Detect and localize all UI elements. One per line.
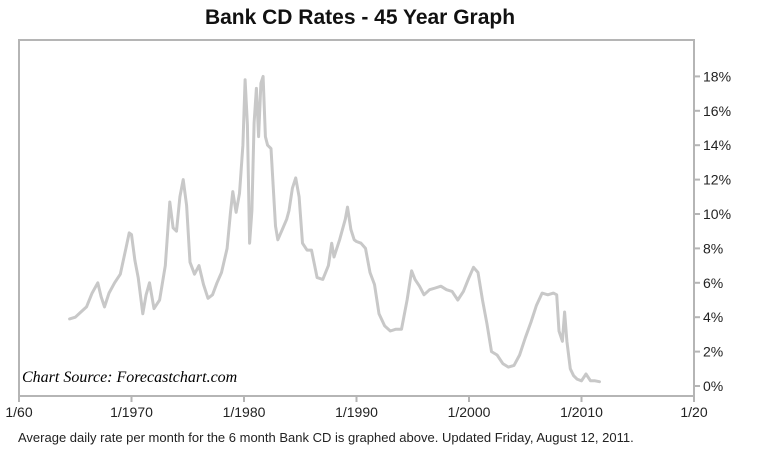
chart-source-note: Chart Source: Forecastchart.com: [22, 369, 237, 386]
y-tick-label: 10%: [703, 206, 731, 222]
x-tick-label: 1/1980: [223, 404, 266, 420]
plot-frame: [18, 39, 695, 397]
y-tick-label: 8%: [703, 240, 723, 256]
x-tick-label: 1/2000: [448, 404, 491, 420]
y-tick-label: 12%: [703, 172, 731, 188]
y-tick-label: 2%: [703, 344, 723, 360]
y-tick-label: 14%: [703, 137, 731, 153]
y-tick-label: 0%: [703, 378, 723, 394]
y-tick-label: 4%: [703, 309, 723, 325]
x-tick-label: 1/1970: [110, 404, 153, 420]
chart-caption: Average daily rate per month for the 6 m…: [18, 430, 634, 445]
y-tick-label: 16%: [703, 103, 731, 119]
x-axis: 1/60 1/1970 1/1980 1/1990 1/2000 1/2010 1/20: [5, 396, 708, 420]
x-tick-label: 1/60: [5, 404, 32, 420]
y-tick-label: 6%: [703, 275, 723, 291]
x-tick-label: 1/2010: [560, 404, 603, 420]
y-axis: 0% 2% 4% 6% 8% 10% 12% 14% 16% 18%: [694, 68, 731, 394]
y-tick-label: 18%: [703, 68, 731, 84]
chart-title: Bank CD Rates - 45 Year Graph: [204, 6, 516, 29]
x-tick-label: 1/1990: [335, 404, 378, 420]
cd-rate-line: [68, 74, 601, 384]
x-tick-label: 1/20: [680, 404, 707, 420]
